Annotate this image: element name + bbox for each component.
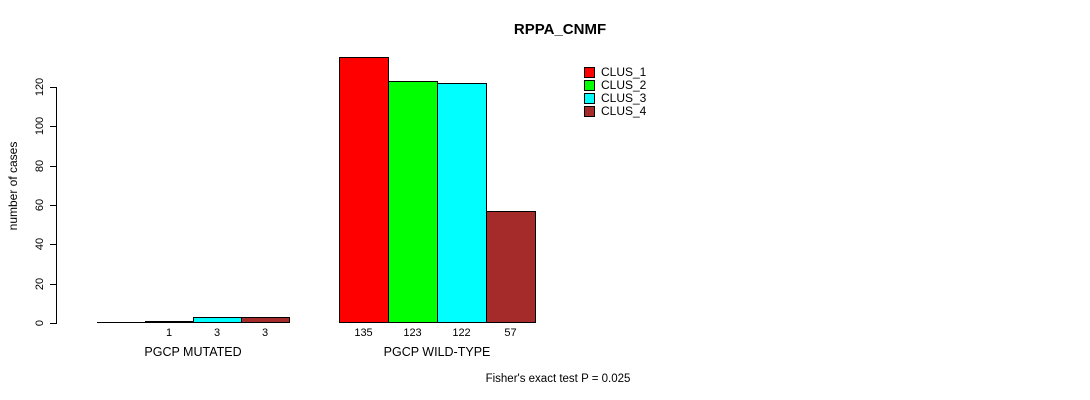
legend-label: CLUS_3 bbox=[601, 91, 647, 105]
legend-swatch-icon bbox=[584, 80, 595, 91]
bar-value-label: 122 bbox=[452, 327, 471, 339]
bar bbox=[145, 321, 194, 323]
y-axis-tick-label: 20 bbox=[34, 277, 46, 291]
legend-row: CLUS_2 bbox=[584, 79, 646, 92]
legend-swatch-icon bbox=[584, 67, 595, 78]
y-axis-tick-label: 40 bbox=[34, 237, 46, 251]
legend-label: CLUS_1 bbox=[601, 65, 647, 79]
bar-value-label: 57 bbox=[504, 327, 517, 339]
bar-value-label: 3 bbox=[261, 327, 269, 339]
legend-label: CLUS_4 bbox=[601, 104, 647, 118]
bar bbox=[388, 81, 438, 323]
bar bbox=[193, 317, 242, 323]
legend-swatch-icon bbox=[584, 93, 595, 104]
bar-value-label: 123 bbox=[403, 327, 422, 339]
y-axis-tick-label: 0 bbox=[34, 319, 46, 327]
category-label: PGCP MUTATED bbox=[144, 345, 242, 359]
y-axis-tick bbox=[50, 205, 56, 206]
y-axis-tick bbox=[50, 166, 56, 167]
category-label: PGCP WILD-TYPE bbox=[383, 345, 491, 359]
y-axis-tick bbox=[50, 323, 56, 324]
y-axis-line bbox=[56, 87, 57, 324]
legend-row: CLUS_3 bbox=[584, 92, 646, 105]
legend-row: CLUS_4 bbox=[584, 105, 646, 118]
y-axis-tick bbox=[50, 284, 56, 285]
y-axis-title: number of cases bbox=[6, 141, 20, 231]
legend: CLUS_1 CLUS_2 CLUS_3 CLUS_4 bbox=[584, 66, 646, 118]
y-axis-tick-label: 60 bbox=[34, 198, 46, 212]
legend-swatch-icon bbox=[584, 106, 595, 117]
bar bbox=[437, 83, 487, 323]
y-axis-tick bbox=[50, 87, 56, 88]
annotation-fishers-test: Fisher's exact test P = 0.025 bbox=[485, 373, 631, 385]
bar bbox=[486, 211, 536, 323]
bar bbox=[241, 317, 290, 323]
legend-label: CLUS_2 bbox=[601, 78, 647, 92]
y-axis-tick-label: 80 bbox=[34, 159, 46, 173]
y-axis-tick bbox=[50, 126, 56, 127]
bar-value-label: 135 bbox=[354, 327, 373, 339]
legend-row: CLUS_1 bbox=[584, 66, 646, 79]
bar-zero-height bbox=[97, 322, 146, 323]
y-axis-tick-label: 100 bbox=[34, 116, 46, 136]
bar-value-label: 1 bbox=[165, 327, 173, 339]
y-axis-tick-label: 120 bbox=[34, 77, 46, 97]
chart-title: RPPA_CNMF bbox=[513, 21, 607, 38]
bar-value-label: 3 bbox=[213, 327, 221, 339]
y-axis-tick bbox=[50, 244, 56, 245]
bar bbox=[339, 57, 389, 323]
